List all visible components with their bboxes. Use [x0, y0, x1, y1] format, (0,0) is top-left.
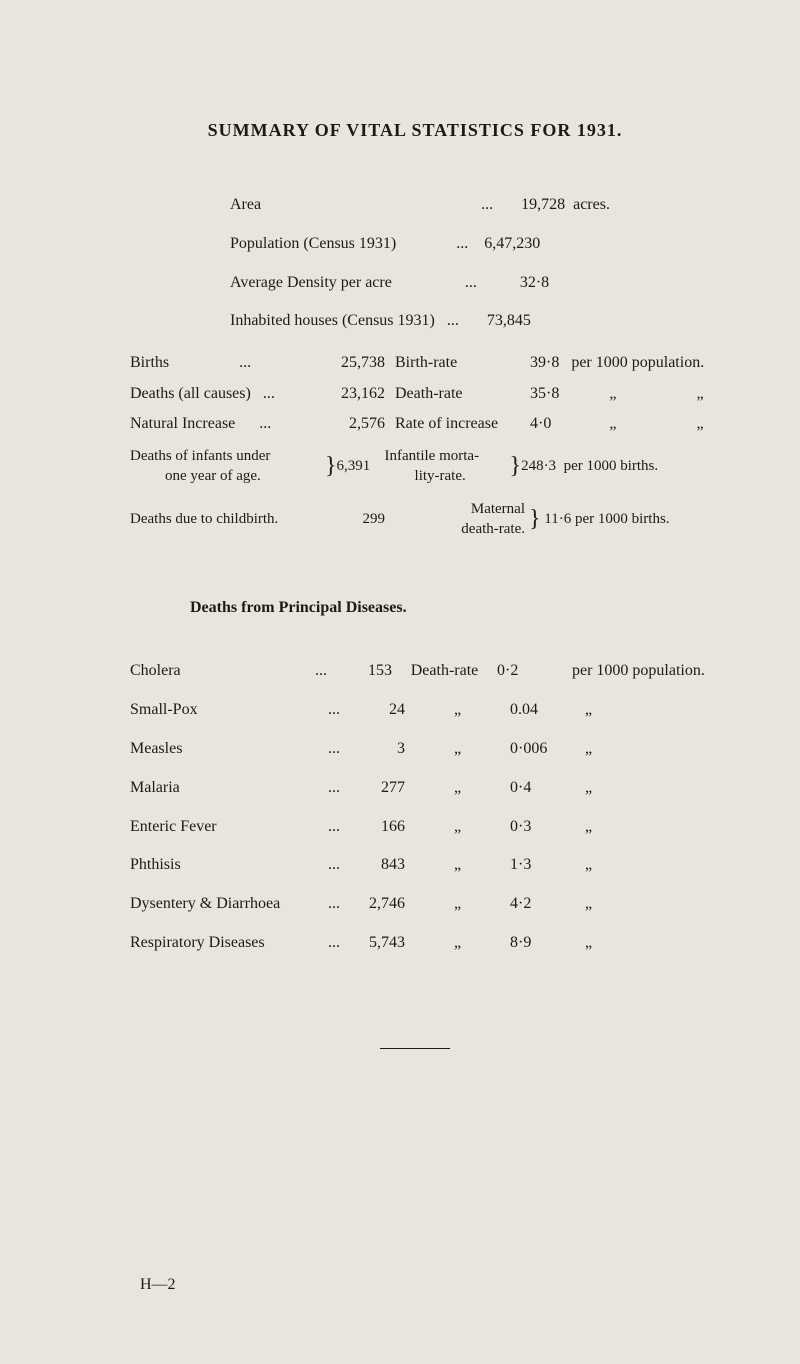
page-title: SUMMARY OF VITAL STATISTICS FOR 1931.: [130, 120, 700, 141]
footer-mark: H—2: [140, 1276, 176, 1294]
vital-stats-table: Births... 25,738 Birth-rate 39·8 per 100…: [130, 348, 700, 539]
disease-rate-label: „: [405, 851, 510, 880]
dots: ...: [315, 735, 340, 764]
natural-label: Natural Increase ...: [130, 409, 325, 439]
disease-name: Respiratory Diseases: [130, 929, 315, 958]
houses-value: 73,845: [487, 307, 531, 336]
dots: ...: [315, 929, 340, 958]
natural-rate: 4·0„„: [530, 409, 704, 439]
dots: ...: [447, 307, 459, 336]
deaths-label: Deaths (all causes) ...: [130, 379, 325, 409]
diseases-table: Cholera ... 153 Death-rate 0·2 per 1000 …: [130, 657, 700, 957]
disease-count: 166: [340, 813, 405, 842]
disease-row: Cholera ... 153 Death-rate 0·2 per 1000 …: [130, 657, 700, 686]
disease-rate: 8·9: [510, 929, 570, 958]
disease-rate-label: „: [405, 774, 510, 803]
disease-suffix: „: [570, 929, 592, 958]
dots: ...: [315, 890, 340, 919]
disease-rate-label: „: [405, 890, 510, 919]
dots: ...: [315, 696, 340, 725]
area-value: 19,728 acres.: [521, 191, 610, 220]
disease-rate: 1·3: [510, 851, 570, 880]
disease-rate-label: „: [405, 735, 510, 764]
density-label: Average Density per acre: [230, 269, 392, 298]
disease-row: Malaria ... 277 „ 0·4 „: [130, 774, 700, 803]
brace-icon: }: [529, 510, 541, 529]
disease-row: Enteric Fever ... 166 „ 0·3 „: [130, 813, 700, 842]
disease-rate: 4·2: [510, 890, 570, 919]
dots: ...: [315, 813, 340, 842]
maternal-count: 299: [325, 510, 405, 530]
disease-name: Measles: [130, 735, 315, 764]
deaths-count: 23,162: [325, 379, 385, 409]
disease-row: Dysentery & Diarrhoea ... 2,746 „ 4·2 „: [130, 890, 700, 919]
header-stats: Area ... 19,728 acres. Population (Censu…: [130, 191, 700, 336]
disease-suffix: „: [570, 890, 592, 919]
disease-rate-label: „: [405, 696, 510, 725]
disease-suffix: „: [570, 851, 592, 880]
disease-row: Respiratory Diseases ... 5,743 „ 8·9 „: [130, 929, 700, 958]
disease-row: Phthisis ... 843 „ 1·3 „: [130, 851, 700, 880]
maternal-rate-label: Maternal death-rate.: [405, 500, 525, 539]
natural-count: 2,576: [325, 409, 385, 439]
disease-count: 153: [327, 657, 392, 686]
infant-count: 6,391: [337, 457, 385, 477]
disease-suffix: „: [570, 735, 592, 764]
natural-rate-label: Rate of increase: [385, 409, 530, 439]
divider-line: [380, 1048, 450, 1049]
disease-rate: 0·4: [510, 774, 570, 803]
disease-row: Measles ... 3 „ 0·006 „: [130, 735, 700, 764]
dots: ...: [315, 657, 327, 686]
births-rate-label: Birth-rate: [385, 348, 530, 378]
disease-count: 5,743: [340, 929, 405, 958]
maternal-label: Deaths due to childbirth.: [130, 510, 325, 530]
infant-rate: 248·3 per 1000 births.: [521, 457, 658, 477]
deaths-rate: 35·8„„: [530, 379, 704, 409]
births-rate: 39·8 per 1000 population.: [530, 348, 704, 378]
disease-rate: 0·2: [497, 657, 557, 686]
births-count: 25,738: [325, 348, 385, 378]
disease-suffix: „: [570, 813, 592, 842]
population-value: 6,47,230: [484, 230, 540, 259]
disease-rate-label: „: [405, 813, 510, 842]
infant-label: Deaths of infants under one year of age.: [130, 447, 325, 486]
section-title: Deaths from Principal Diseases.: [130, 599, 700, 617]
population-label: Population (Census 1931): [230, 230, 396, 259]
infant-rate-label: Infantile morta- lity-rate.: [385, 447, 510, 486]
disease-name: Dysentery & Diarrhoea: [130, 890, 315, 919]
disease-count: 2,746: [340, 890, 405, 919]
area-label: Area: [230, 191, 261, 220]
deaths-rate-label: Death-rate: [385, 379, 530, 409]
maternal-rate: 11·6 per 1000 births.: [541, 510, 670, 530]
disease-count: 277: [340, 774, 405, 803]
disease-row: Small-Pox ... 24 „ 0.04 „: [130, 696, 700, 725]
disease-suffix: „: [570, 696, 592, 725]
disease-rate-label: „: [405, 929, 510, 958]
disease-rate: 0·006: [510, 735, 570, 764]
disease-count: 3: [340, 735, 405, 764]
disease-count: 24: [340, 696, 405, 725]
dots: ...: [315, 851, 340, 880]
houses-label: Inhabited houses (Census 1931): [230, 307, 435, 336]
disease-rate-label: Death-rate: [392, 657, 497, 686]
disease-name: Malaria: [130, 774, 315, 803]
dots: ...: [456, 230, 468, 259]
disease-name: Enteric Fever: [130, 813, 315, 842]
disease-name: Cholera: [130, 657, 315, 686]
disease-count: 843: [340, 851, 405, 880]
dots: ...: [481, 191, 493, 220]
page-content: SUMMARY OF VITAL STATISTICS FOR 1931. Ar…: [0, 0, 800, 1089]
dots: ...: [315, 774, 340, 803]
disease-name: Small-Pox: [130, 696, 315, 725]
disease-name: Phthisis: [130, 851, 315, 880]
brace-left-icon: }: [325, 457, 337, 476]
brace-right-icon: }: [510, 457, 522, 476]
disease-rate: 0·3: [510, 813, 570, 842]
dots: ...: [465, 269, 477, 298]
disease-suffix: per 1000 population.: [557, 657, 705, 686]
births-label: Births...: [130, 348, 325, 378]
disease-suffix: „: [570, 774, 592, 803]
density-value: 32·8: [520, 269, 549, 298]
disease-rate: 0.04: [510, 696, 570, 725]
